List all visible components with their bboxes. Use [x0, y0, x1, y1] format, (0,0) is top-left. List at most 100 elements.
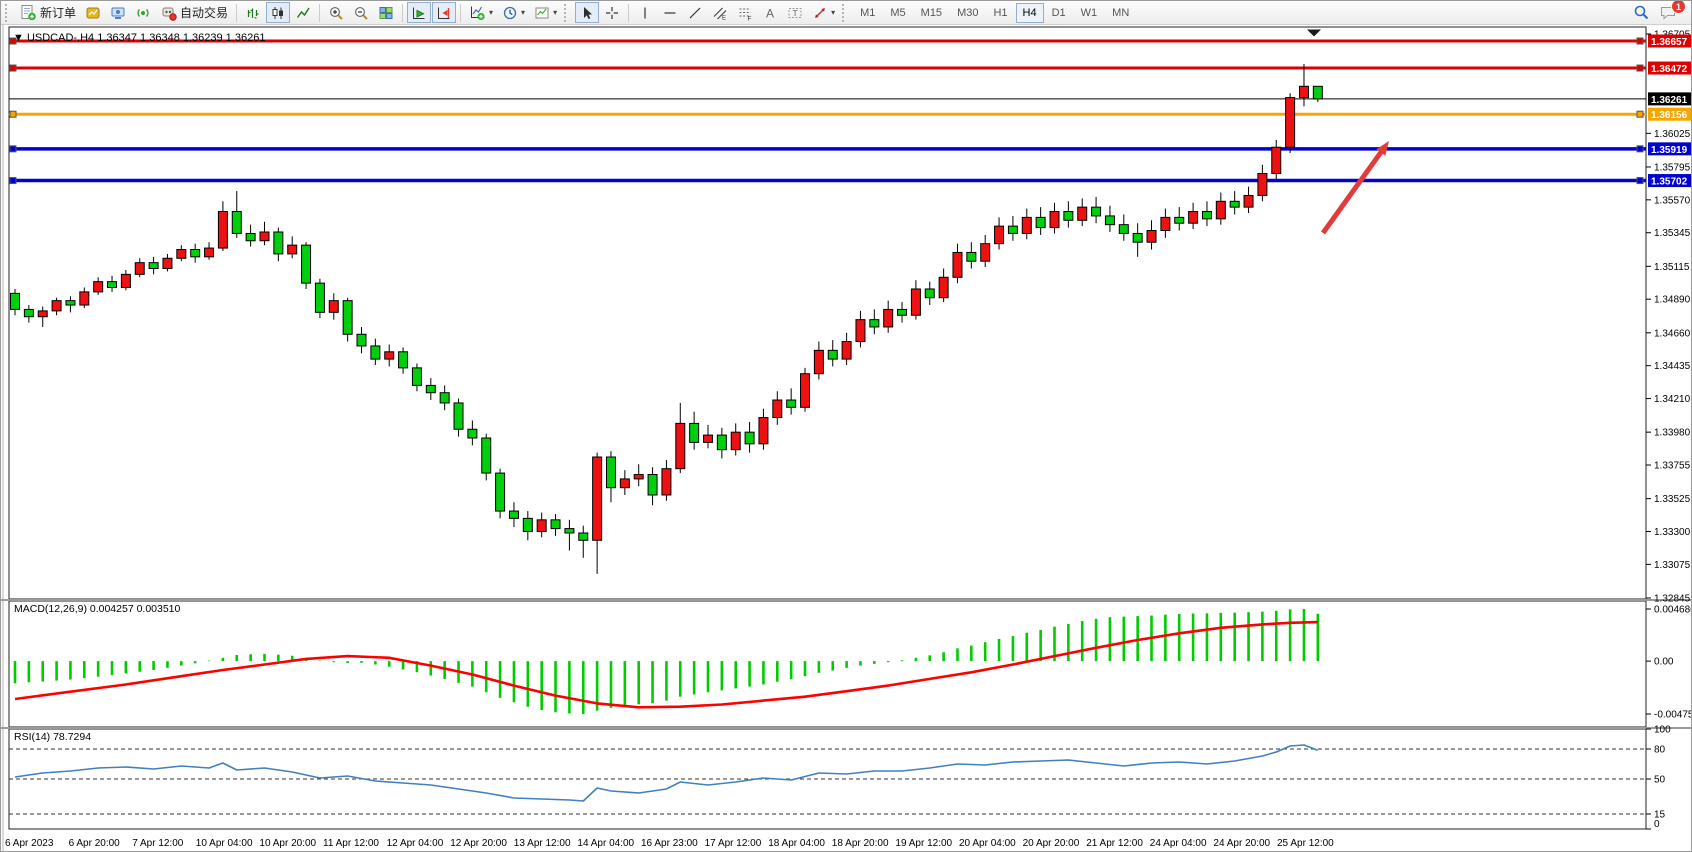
- svg-text:1.36261: 1.36261: [1651, 95, 1688, 106]
- chart-title[interactable]: ▼ USDCAD-.H4 1.36347 1.36348 1.36239 1.3…: [13, 32, 265, 44]
- arrow-annotation[interactable]: [1320, 141, 1389, 235]
- horizontal-line-button[interactable]: [658, 2, 682, 23]
- candle-body: [23, 308, 34, 318]
- timeframe-button-W1[interactable]: W1: [1074, 3, 1105, 23]
- bar-chart-button[interactable]: [241, 2, 265, 23]
- chart-shift-button[interactable]: [432, 2, 457, 23]
- candle-body: [384, 351, 395, 360]
- candle-body: [689, 422, 700, 443]
- svg-text:50: 50: [1654, 775, 1666, 786]
- line-handle[interactable]: [1636, 37, 1644, 45]
- line-handle[interactable]: [9, 37, 17, 45]
- panel-splitter[interactable]: [1, 599, 1692, 601]
- timeframe-button-H1[interactable]: H1: [986, 3, 1014, 23]
- charts-profile-button[interactable]: [81, 2, 105, 23]
- timeframe-button-MN[interactable]: MN: [1105, 3, 1136, 23]
- zoom-out-button[interactable]: [349, 2, 373, 23]
- candle-body: [1035, 216, 1046, 229]
- candle-body: [204, 247, 215, 258]
- date-label: 20 Apr 20:00: [1023, 838, 1080, 849]
- chevron-down-icon: ▾: [831, 7, 836, 17]
- terminal-button[interactable]: [106, 2, 130, 23]
- date-label: 13 Apr 12:00: [514, 838, 571, 849]
- line-chart-button[interactable]: [291, 2, 315, 23]
- toolbar-grip[interactable]: [842, 3, 849, 22]
- candle-body: [328, 300, 339, 313]
- candle-body: [356, 333, 367, 347]
- trendline-button[interactable]: [683, 2, 707, 23]
- text-icon: A: [762, 5, 778, 21]
- new-order-button[interactable]: 新订单: [16, 2, 80, 23]
- auto-scroll-icon: [411, 5, 427, 21]
- candle-body: [1188, 211, 1199, 224]
- candle-body: [1229, 200, 1240, 208]
- svg-text:0.004686: 0.004686: [1654, 605, 1692, 616]
- arrows-button[interactable]: ▾: [808, 2, 839, 23]
- candle-body: [259, 231, 270, 242]
- separator: [236, 3, 238, 22]
- search-button[interactable]: [1629, 2, 1654, 23]
- candle-body: [592, 456, 603, 541]
- chart-window[interactable]: 1.367051.360251.357951.355701.353451.351…: [1, 25, 1692, 852]
- candle-body: [1104, 215, 1115, 226]
- line-handle[interactable]: [1636, 177, 1644, 185]
- templates-button[interactable]: ▾: [530, 2, 561, 23]
- line-handle[interactable]: [9, 110, 17, 118]
- candle-body: [1007, 225, 1018, 234]
- signals-button[interactable]: [131, 2, 155, 23]
- svg-text:1.32845: 1.32845: [1654, 594, 1691, 605]
- panel-splitter[interactable]: [1, 727, 1692, 729]
- indicators-button[interactable]: ▾: [465, 2, 497, 23]
- candle-body: [952, 251, 963, 278]
- line-handle[interactable]: [9, 64, 17, 72]
- macd-label: MACD(12,26,9) 0.004257 0.003510: [14, 603, 181, 615]
- vertical-line-button[interactable]: [633, 2, 657, 23]
- periods-button[interactable]: ▾: [498, 2, 529, 23]
- auto-scroll-button[interactable]: [407, 2, 432, 23]
- line-handle[interactable]: [1636, 145, 1644, 153]
- zoom-in-button[interactable]: [324, 2, 348, 23]
- candle-body: [190, 249, 201, 258]
- horizontal-line-icon: [662, 5, 678, 21]
- text-button[interactable]: A: [758, 2, 782, 23]
- candle-body: [467, 428, 478, 439]
- date-label: 7 Apr 12:00: [132, 838, 184, 849]
- candle-body: [564, 528, 575, 534]
- candlestick-chart-button[interactable]: [266, 2, 291, 23]
- line-handle[interactable]: [1636, 110, 1644, 118]
- date-label: 16 Apr 23:00: [641, 838, 698, 849]
- text-label-button[interactable]: T: [783, 2, 807, 23]
- price-badge: [1648, 107, 1691, 121]
- crosshair-button[interactable]: [600, 2, 624, 23]
- candle-body: [841, 341, 852, 360]
- toolbar-grip[interactable]: [5, 3, 12, 22]
- timeframe-button-H4[interactable]: H4: [1015, 2, 1044, 23]
- chart-shift-marker[interactable]: [1307, 29, 1321, 37]
- timeframe-button-M1[interactable]: M1: [853, 3, 882, 23]
- price-chart[interactable]: 1.367051.360251.357951.355701.353451.351…: [1, 25, 1692, 852]
- timeframe-button-D1[interactable]: D1: [1045, 3, 1073, 23]
- fibonacci-button[interactable]: F: [733, 2, 757, 23]
- price-badge: [1648, 92, 1691, 106]
- svg-text:1.35115: 1.35115: [1654, 262, 1690, 273]
- toolbar-grip[interactable]: [564, 3, 571, 22]
- auto-trading-icon: [160, 4, 177, 21]
- candle-body: [1063, 211, 1074, 221]
- timeframe-button-M30[interactable]: M30: [950, 3, 985, 23]
- chat-button[interactable]: 1: [1655, 1, 1686, 23]
- candle-body: [10, 292, 20, 310]
- timeframe-button-M5[interactable]: M5: [883, 3, 912, 23]
- candle-body: [107, 281, 118, 289]
- cursor-button[interactable]: [575, 2, 600, 23]
- line-handle[interactable]: [9, 177, 17, 185]
- svg-text:E: E: [722, 15, 726, 21]
- line-handle[interactable]: [1636, 64, 1644, 72]
- timeframe-button-M15[interactable]: M15: [914, 3, 949, 23]
- equidistant-channel-button[interactable]: E: [708, 2, 732, 23]
- arrows-icon: [812, 5, 828, 21]
- new-order-icon: [20, 4, 37, 21]
- date-axis[interactable]: 6 Apr 2023 6 Apr 20:00 7 Apr 12:00 10 Apr 0…: [5, 838, 1334, 849]
- tile-windows-button[interactable]: [374, 2, 398, 23]
- auto-trading-button[interactable]: 自动交易: [156, 2, 232, 23]
- line-handle[interactable]: [9, 145, 17, 153]
